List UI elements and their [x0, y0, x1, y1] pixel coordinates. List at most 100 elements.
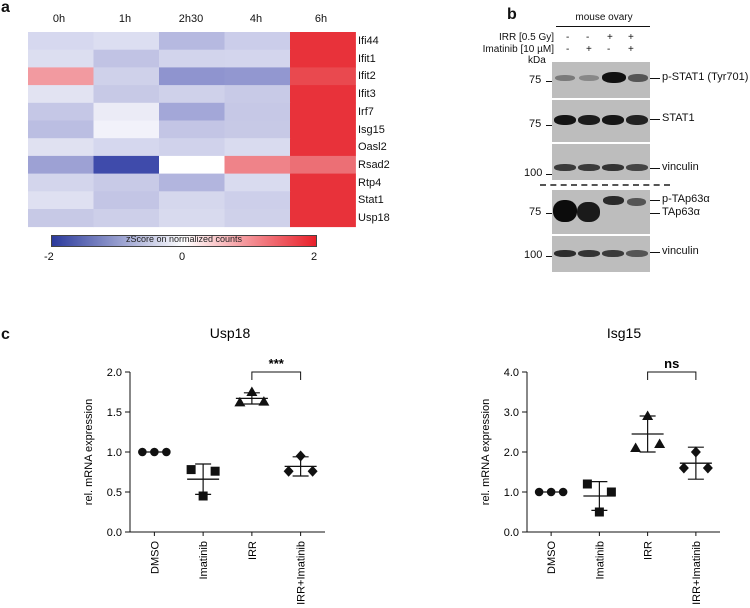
panel-label-b: b	[507, 6, 517, 23]
data-point	[702, 462, 713, 474]
data-point	[606, 487, 616, 497]
heatmap-cell	[93, 209, 160, 228]
x-tick-label: DMSO	[149, 541, 161, 574]
sign: -	[586, 32, 590, 43]
kda-marker: 75	[529, 206, 542, 218]
heatmap-cell	[159, 120, 225, 139]
header-line	[556, 26, 650, 27]
y-tick-label: 1.0	[504, 487, 519, 499]
heatmap-cell	[93, 85, 160, 104]
heatmap-cell	[159, 102, 225, 121]
data-point	[307, 465, 318, 477]
heatmap-cell	[28, 32, 94, 51]
data-point	[258, 396, 270, 406]
heatmap-cell	[93, 32, 160, 51]
y-tick-label: 3.0	[504, 407, 519, 419]
heatmap-cell	[93, 173, 160, 192]
heatmap-cell	[28, 85, 94, 104]
x-tick-label: IRR	[643, 541, 655, 560]
kda-marker: 100	[524, 249, 543, 261]
heatmap-cell	[224, 49, 291, 68]
data-point	[582, 479, 592, 489]
heatmap-cell	[224, 209, 291, 228]
data-point	[210, 466, 220, 476]
blot-label: TAp63α	[662, 206, 700, 218]
kda-marker: 100	[524, 167, 543, 179]
heatmap-cell	[93, 49, 160, 68]
y-tick-label: 2.0	[504, 447, 519, 459]
blot-pstat1	[552, 62, 650, 98]
heatmap-gene-label: Oasl2	[358, 141, 387, 153]
data-point	[594, 507, 604, 517]
chart-title: Isg15	[607, 325, 641, 341]
x-tick-label: DMSO	[546, 541, 558, 574]
heatmap-cell	[224, 155, 291, 174]
heatmap-cell	[290, 209, 356, 228]
heatmap-cell	[159, 67, 225, 86]
condition-label-irr: IRR [0.5 Gy]	[498, 32, 554, 43]
heatmap-cell	[159, 85, 225, 104]
heatmap-gene-label: Usp18	[358, 212, 390, 224]
data-point	[186, 465, 196, 475]
blot-vinculin-1	[552, 144, 650, 180]
blot-separator	[540, 184, 670, 186]
heatmap-cell	[159, 32, 225, 51]
y-axis-label: rel. mRNA expression	[480, 399, 492, 505]
heatmap-cell	[28, 102, 94, 121]
heatmap-cell	[290, 85, 356, 104]
heatmap-col-label: 6h	[314, 13, 328, 25]
heatmap-cell	[28, 209, 94, 228]
blot-label: vinculin	[662, 245, 699, 257]
y-axis-label: rel. mRNA expression	[83, 399, 95, 505]
heatmap-cell	[28, 138, 94, 157]
heatmap-grid	[28, 32, 356, 228]
heatmap-cell	[290, 138, 356, 157]
x-tick-label: IRR	[247, 541, 259, 560]
x-tick-label: IRR+Imatinib	[296, 541, 308, 605]
heatmap-cell	[290, 67, 356, 86]
condition-label-imatinib: Imatinib [10 µM]	[482, 44, 554, 55]
heatmap-cell	[224, 32, 291, 51]
heatmap-cell	[290, 155, 356, 174]
blot-tap63	[552, 190, 650, 234]
colorbar-tick: -2	[44, 251, 54, 263]
heatmap-cell	[224, 102, 291, 121]
heatmap-cell	[28, 67, 94, 86]
blot-label: p-TAp63α	[662, 193, 710, 205]
chart-usp18: Usp18 0.0 0.5 1.0 1.5 2.0 rel. mRNA expression…	[83, 325, 325, 605]
heatmap-cell	[28, 155, 94, 174]
heatmap-col-label: 4h	[249, 13, 263, 25]
data-point	[630, 442, 642, 452]
data-point	[642, 410, 654, 420]
heatmap-cell	[290, 191, 356, 210]
heatmap-cell	[159, 191, 225, 210]
heatmap-gene-label: Ifit2	[358, 70, 376, 82]
colorbar	[51, 235, 317, 247]
blot-label: vinculin	[662, 161, 699, 173]
y-tick-label: 0.0	[107, 527, 122, 539]
significance-bracket	[251, 371, 302, 380]
y-tick-label: 1.5	[107, 407, 122, 419]
heatmap-gene-label: Ifit1	[358, 53, 376, 65]
heatmap-gene-label: Rsad2	[358, 159, 390, 171]
qpcr-charts: Usp18 0.0 0.5 1.0 1.5 2.0 rel. mRNA expression…	[83, 325, 720, 605]
blot-stat1	[552, 100, 650, 142]
heatmap-gene-label: Irf7	[358, 106, 374, 118]
heatmap-cell	[159, 173, 225, 192]
heatmap-col-label: 2h30	[178, 13, 204, 25]
y-tick-label: 0.0	[504, 527, 519, 539]
heatmap-cell	[224, 191, 291, 210]
heatmap-cell	[159, 155, 225, 174]
heatmap-gene-label: Rtp4	[358, 177, 382, 189]
y-tick-label: 0.5	[107, 487, 122, 499]
data-point	[678, 462, 689, 474]
sign: -	[607, 44, 611, 55]
panel-label-c: c	[1, 326, 10, 343]
significance-bracket	[647, 371, 697, 380]
chart-isg15: Isg15 0.0 1.0 2.0 3.0 4.0 rel. mRNA expression…	[480, 325, 720, 605]
y-tick-label: 1.0	[107, 447, 122, 459]
blot-header: mouse ovary	[575, 12, 633, 23]
x-tick-label: Imatinib	[198, 541, 210, 580]
kda-marker: 75	[529, 118, 542, 130]
heatmap-cell	[28, 191, 94, 210]
